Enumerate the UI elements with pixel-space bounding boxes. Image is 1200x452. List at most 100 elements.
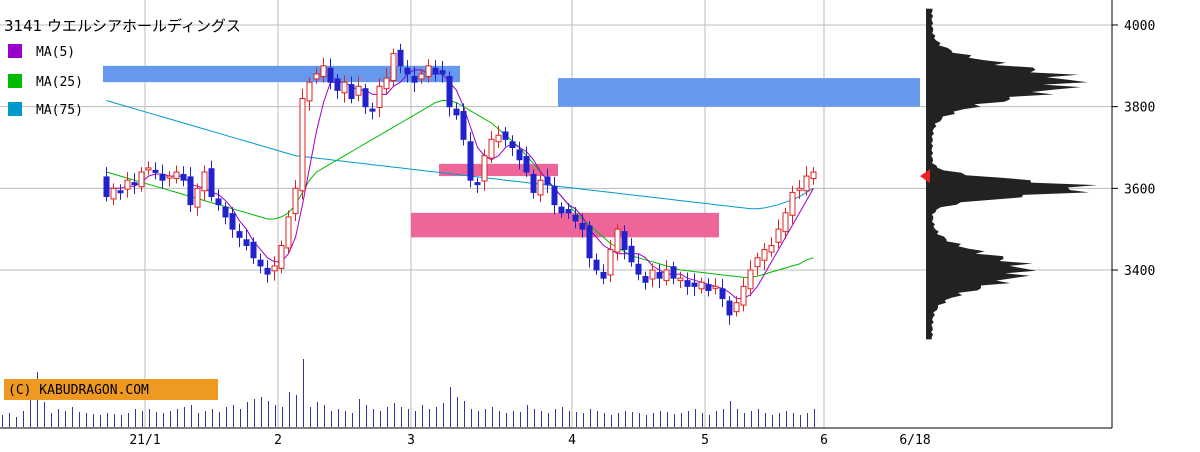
candle-body (509, 141, 516, 149)
legend-swatch-ma75 (8, 102, 22, 116)
candle-body (334, 78, 341, 91)
x-axis-ticks: 21/1 2 3 4 5 6 6/18 (129, 433, 930, 448)
x-tick-label-3: 4 (568, 433, 576, 448)
candle-body (201, 171, 208, 192)
x-tick-label-6: 6/18 (899, 433, 930, 448)
candle-body (530, 173, 537, 193)
y-axis-ticks: 3400 3600 3800 4000 (1112, 19, 1155, 279)
y-tick-label-4000: 4000 (1124, 19, 1155, 34)
candle-body (208, 168, 215, 198)
candle-body (726, 300, 733, 316)
candle-body (453, 108, 460, 116)
candle-body (481, 155, 488, 182)
x-tick-label-0: 21/1 (129, 433, 160, 448)
x-tick-label-5: 6 (820, 433, 828, 448)
candle-body (236, 231, 243, 238)
candle-body (558, 206, 565, 214)
candle-body (124, 179, 131, 190)
candle-body (110, 187, 117, 200)
legend-label-ma25: MA(25) (36, 75, 83, 90)
candle-body (705, 284, 712, 291)
candle-body (173, 171, 180, 180)
candle-body (782, 212, 789, 233)
line-ma25 (106, 100, 814, 278)
candle-body (327, 67, 334, 83)
line-ma5 (106, 69, 814, 300)
candle-body (418, 73, 425, 80)
legend: MA(5) MA(25) MA(75) (8, 44, 83, 118)
y-tick-label-3400: 3400 (1124, 264, 1155, 279)
candle-body (677, 277, 684, 282)
candle-body (768, 245, 775, 253)
candle-body (565, 209, 572, 214)
candle-body (593, 259, 600, 271)
candle-body (138, 171, 145, 188)
candle-body (362, 88, 369, 108)
candle-body (544, 176, 551, 185)
candle-body (810, 171, 817, 180)
x-tick-label-2: 3 (407, 433, 415, 448)
candle-body (411, 75, 418, 83)
candle-body (740, 285, 747, 306)
candle-body (397, 49, 404, 67)
legend-label-ma5: MA(5) (36, 45, 75, 60)
chart-title: 3141 ウエルシアホールディングス (4, 17, 241, 35)
candle-body (747, 269, 754, 290)
candle-body (684, 280, 691, 287)
candle-body (383, 77, 390, 90)
candle-body (502, 131, 509, 140)
candle-body (460, 111, 467, 140)
candle-body (271, 265, 278, 272)
y-tick-label-3800: 3800 (1124, 101, 1155, 116)
candle-body (628, 245, 635, 263)
candle-body (796, 187, 803, 191)
candle-body (145, 167, 152, 171)
candle-body (537, 179, 544, 196)
candle-body (390, 53, 397, 82)
candle-body (369, 108, 376, 112)
candle-body (152, 169, 159, 173)
candle-body (572, 214, 579, 222)
candle-body (761, 249, 768, 261)
zone-resistance-1 (558, 78, 920, 107)
candle-body (264, 267, 271, 275)
candle-body (523, 155, 530, 173)
candle-body (712, 285, 719, 289)
candle-body (243, 239, 250, 247)
candle-body (621, 231, 628, 251)
candle-body (754, 257, 761, 268)
candle-body (292, 187, 299, 215)
candle-body (474, 182, 481, 186)
candle-body (166, 175, 173, 179)
candle-body (691, 282, 698, 287)
candle-body (439, 70, 446, 75)
legend-label-ma75: MA(75) (36, 103, 83, 118)
candle-body (348, 84, 355, 100)
candle-body (614, 228, 621, 253)
candle-body (250, 241, 257, 259)
candle-body (698, 281, 705, 290)
candle-body (635, 263, 642, 275)
candle-body (229, 213, 236, 230)
candle-body (341, 81, 348, 94)
candle-body (222, 206, 229, 218)
candle-body (663, 269, 670, 282)
candle-body (719, 288, 726, 300)
candle-body (285, 216, 292, 249)
candle-body (586, 225, 593, 259)
price-zones (103, 65, 920, 238)
candle-body (446, 75, 453, 108)
volume-profile (926, 8, 1098, 340)
candle-body (313, 73, 320, 80)
candle-body (215, 198, 222, 206)
candle-body (803, 175, 810, 192)
x-tick-label-4: 5 (701, 433, 709, 448)
candle-body (425, 65, 432, 77)
candle-body (551, 186, 558, 206)
candle-body (355, 85, 362, 96)
volume-profile-shape (926, 8, 1098, 340)
copyright-label: (C) KABUDRAGON.COM (8, 383, 149, 398)
candle-body (670, 266, 677, 279)
candle-body (488, 138, 495, 159)
candle-body (404, 67, 411, 75)
